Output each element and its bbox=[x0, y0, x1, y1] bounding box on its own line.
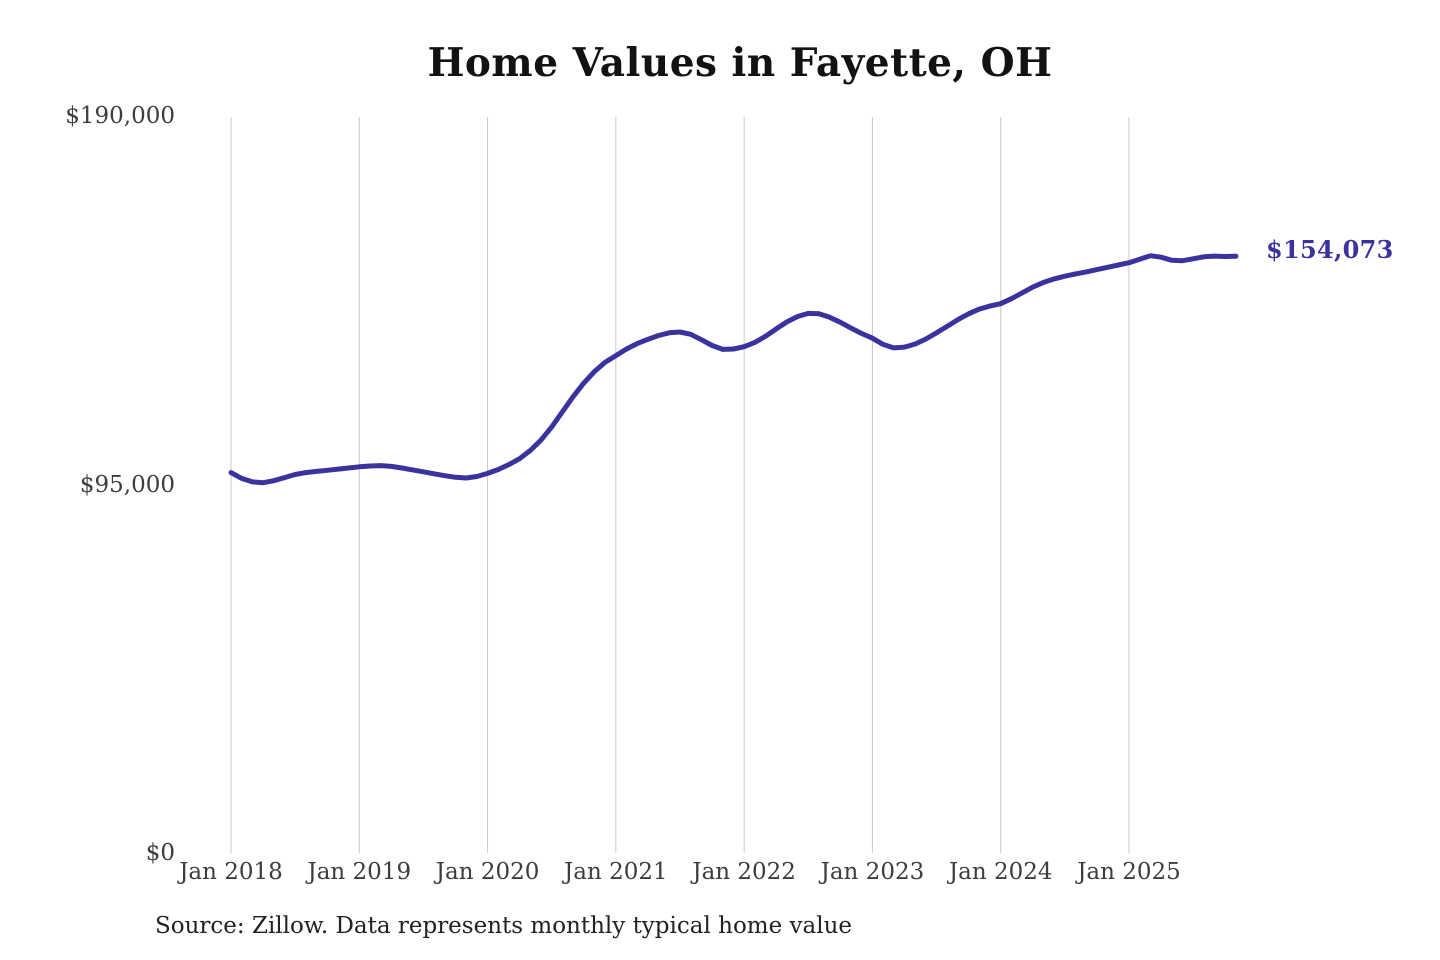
x-tick-label: Jan 2024 bbox=[948, 859, 1053, 885]
y-tick-label-190000: $190,000 bbox=[65, 103, 175, 129]
y-tick-label-0: $0 bbox=[145, 840, 175, 866]
x-tick-label: Jan 2019 bbox=[307, 859, 412, 885]
x-tick-label: Jan 2018 bbox=[179, 859, 283, 885]
current-value-label: $154,073 bbox=[1266, 235, 1394, 264]
y-tick-label-95000: $95,000 bbox=[79, 472, 175, 498]
home-value-line bbox=[228, 253, 1239, 486]
x-tick-label: Jan 2021 bbox=[564, 859, 668, 885]
source-note: Source: Zillow. Data represents monthly … bbox=[155, 913, 853, 939]
x-tick-label: Jan 2023 bbox=[820, 859, 925, 885]
x-tick-label: Jan 2025 bbox=[1077, 859, 1181, 885]
x-tick-label: Jan 2022 bbox=[692, 859, 796, 885]
chart-title: Home Values in Fayette, OH bbox=[427, 40, 1053, 86]
x-tick-label: Jan 2020 bbox=[435, 859, 540, 885]
